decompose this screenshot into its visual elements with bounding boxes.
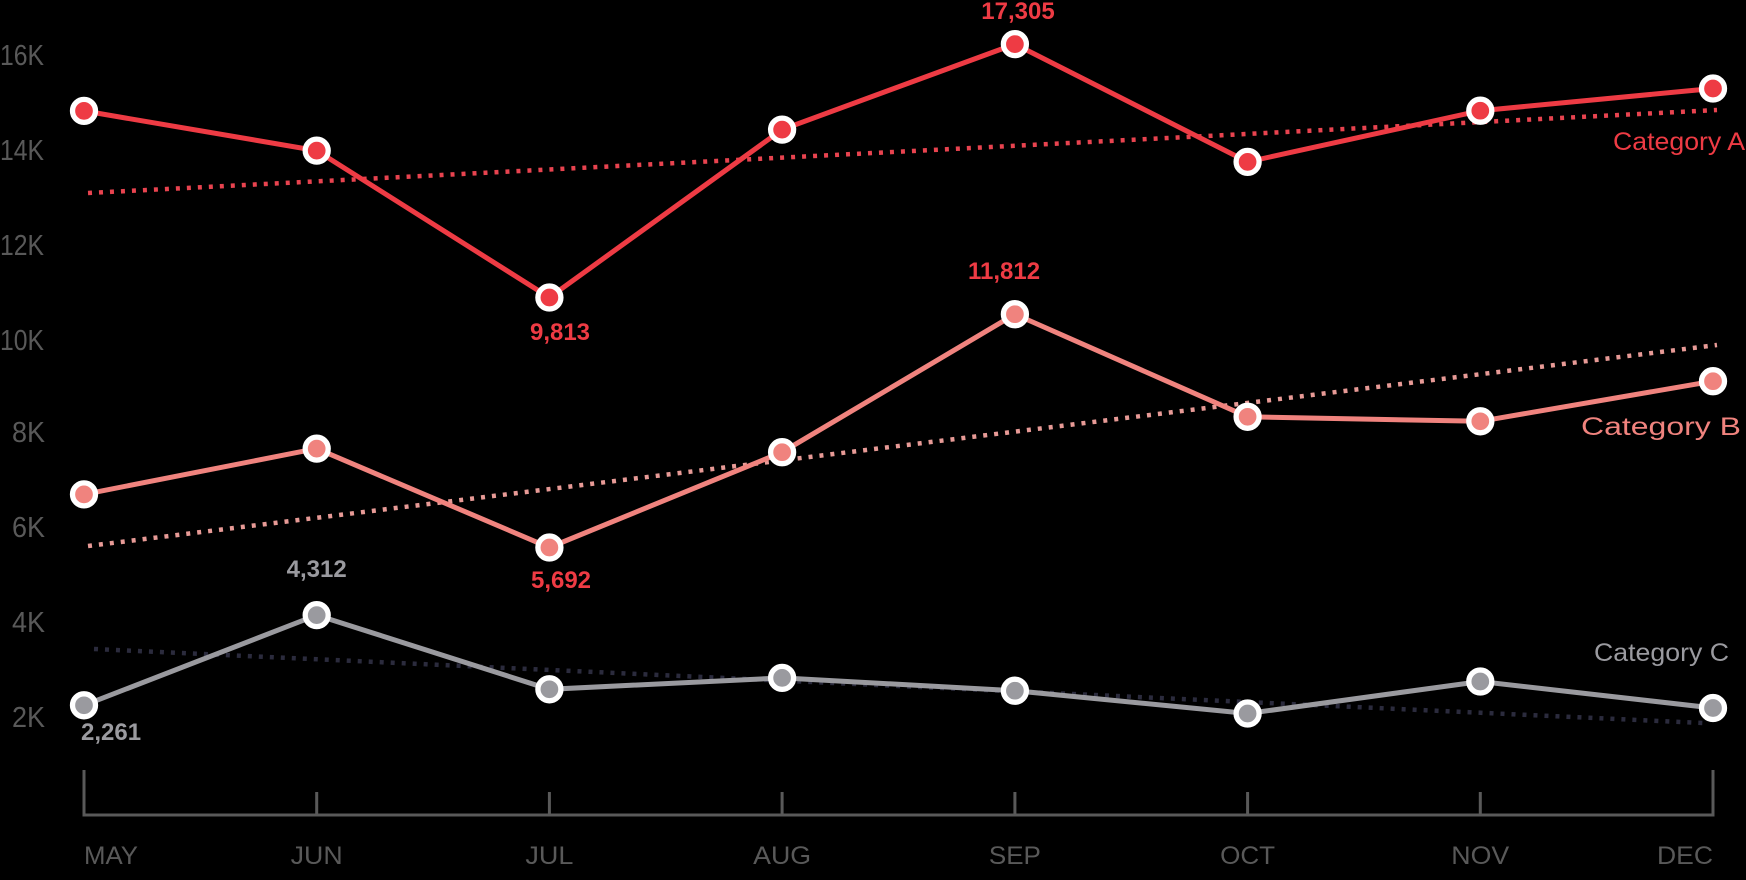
svg-text:2K: 2K	[12, 702, 46, 734]
svg-text:4K: 4K	[12, 607, 46, 639]
svg-text:2,261: 2,261	[81, 719, 141, 746]
svg-text:6K: 6K	[12, 512, 46, 544]
svg-text:JUL: JUL	[525, 842, 573, 870]
svg-text:AUG: AUG	[753, 842, 811, 870]
svg-text:JUN: JUN	[291, 842, 343, 870]
svg-text:5,692: 5,692	[531, 567, 591, 594]
svg-text:16K: 16K	[0, 40, 45, 72]
svg-text:Category B: Category B	[1581, 413, 1741, 441]
svg-text:MAY: MAY	[84, 842, 138, 870]
svg-text:NOV: NOV	[1451, 842, 1509, 870]
svg-text:14K: 14K	[0, 135, 45, 167]
svg-text:12K: 12K	[0, 230, 45, 262]
svg-text:4,312: 4,312	[287, 556, 347, 583]
svg-text:Category A: Category A	[1613, 128, 1745, 156]
svg-text:17,305: 17,305	[981, 0, 1054, 25]
svg-text:OCT: OCT	[1220, 842, 1275, 870]
svg-text:11,812: 11,812	[968, 258, 1040, 285]
svg-text:10K: 10K	[0, 325, 45, 357]
svg-text:9,813: 9,813	[530, 319, 590, 346]
svg-text:SEP: SEP	[989, 842, 1041, 870]
svg-text:DEC: DEC	[1657, 842, 1713, 870]
svg-text:8K: 8K	[12, 417, 46, 449]
svg-text:Category C: Category C	[1594, 639, 1729, 667]
